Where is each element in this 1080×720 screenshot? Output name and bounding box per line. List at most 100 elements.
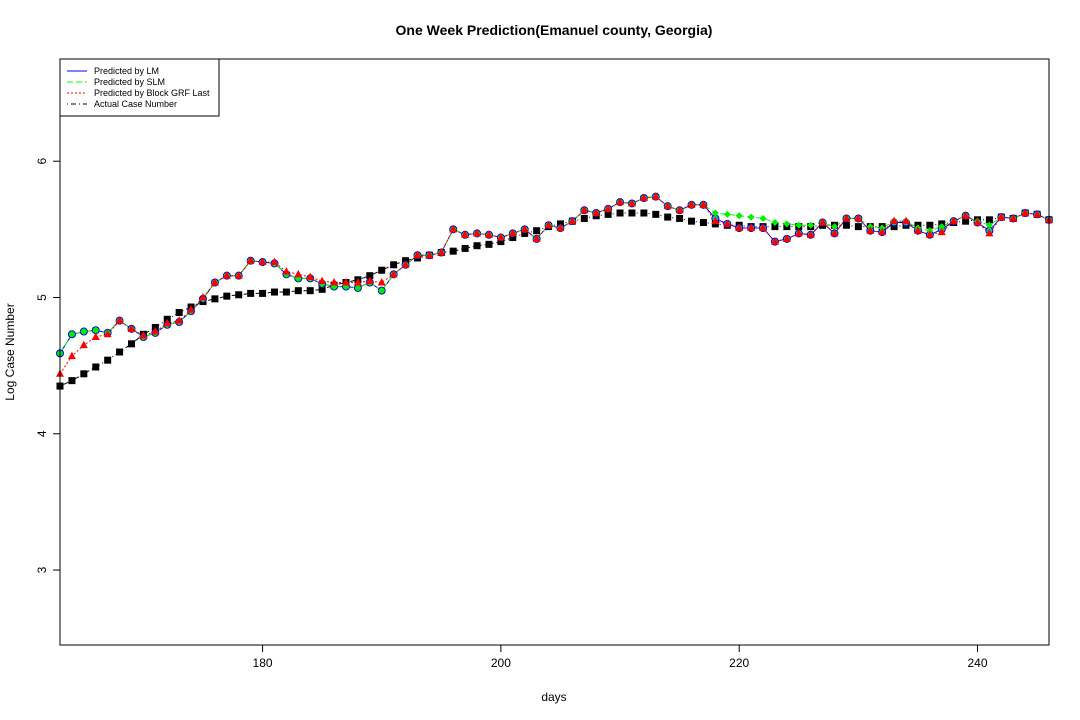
- data-point-actual: [378, 266, 386, 274]
- data-point-slm: [723, 210, 731, 218]
- data-point-grf: [282, 267, 291, 275]
- data-point-actual: [366, 272, 374, 280]
- data-point-actual: [771, 223, 779, 231]
- data-point-grf: [747, 223, 756, 231]
- data-point-grf: [258, 257, 267, 266]
- y-tick-label: 6: [35, 158, 49, 165]
- data-point-actual: [580, 214, 588, 222]
- data-point-grf: [365, 276, 374, 285]
- data-point-actual: [318, 285, 326, 293]
- data-point-actual: [604, 210, 612, 218]
- data-point-grf: [616, 197, 625, 206]
- data-point-actual: [306, 287, 314, 295]
- data-point-actual: [461, 244, 469, 252]
- data-point-grf: [401, 260, 410, 268]
- data-point-grf: [651, 192, 660, 200]
- data-point-grf: [127, 324, 136, 332]
- data-point-grf: [234, 271, 243, 279]
- data-point-actual: [985, 216, 993, 224]
- data-point-grf: [508, 228, 517, 237]
- data-point-grf: [770, 237, 779, 245]
- x-tick-label: 240: [967, 656, 987, 670]
- data-point-slm: [831, 223, 839, 231]
- data-point-actual: [688, 217, 696, 225]
- data-point-slm: [68, 330, 76, 338]
- data-point-grf: [246, 256, 255, 264]
- data-point-grf: [79, 340, 88, 349]
- data-point-actual: [676, 214, 684, 222]
- data-point-grf: [806, 230, 815, 238]
- data-point-grf: [580, 205, 589, 214]
- data-point-grf: [639, 193, 648, 202]
- data-point-grf: [187, 305, 196, 313]
- data-point-grf: [592, 208, 601, 216]
- data-point-grf: [890, 216, 899, 225]
- data-point-grf: [699, 200, 708, 208]
- data-point-actual: [533, 227, 541, 235]
- data-point-grf: [484, 230, 493, 238]
- x-tick-label: 180: [253, 656, 273, 670]
- data-point-grf: [794, 228, 803, 237]
- y-tick-label: 3: [35, 566, 49, 573]
- data-point-actual: [449, 247, 457, 255]
- data-point-actual: [854, 223, 862, 231]
- data-point-actual: [890, 223, 898, 231]
- data-point-slm: [759, 214, 767, 222]
- data-point-slm: [354, 284, 362, 292]
- data-point-actual: [175, 308, 183, 316]
- data-point-slm: [807, 221, 815, 229]
- data-point-actual: [223, 292, 231, 300]
- data-point-grf: [353, 277, 362, 286]
- data-point-grf: [854, 213, 863, 222]
- data-point-actual: [282, 288, 290, 296]
- data-point-grf: [91, 332, 100, 341]
- data-point-grf: [330, 277, 339, 286]
- data-point-grf: [985, 228, 994, 237]
- data-point-grf: [961, 211, 970, 219]
- data-point-grf: [913, 226, 922, 234]
- data-point-grf: [937, 227, 946, 236]
- data-point-grf: [520, 224, 529, 233]
- plot-series: [56, 192, 1053, 390]
- data-point-grf: [139, 331, 148, 339]
- data-point-grf: [568, 216, 577, 225]
- data-point-grf: [67, 351, 76, 360]
- y-tick-label: 4: [35, 430, 49, 437]
- data-point-actual: [616, 209, 624, 217]
- x-tick-label: 220: [729, 656, 749, 670]
- data-point-grf: [294, 269, 303, 278]
- data-point-grf: [925, 230, 934, 238]
- data-point-actual: [926, 221, 934, 229]
- data-point-actual: [652, 210, 660, 218]
- data-point-actual: [664, 213, 672, 221]
- data-point-actual: [485, 240, 493, 248]
- data-point-grf: [544, 220, 553, 229]
- legend-label-0: Predicted by LM: [94, 66, 159, 76]
- data-point-grf: [1033, 209, 1042, 218]
- legend-label-3: Actual Case Number: [94, 99, 177, 109]
- data-point-grf: [306, 272, 315, 281]
- data-point-grf: [759, 223, 768, 231]
- data-point-actual: [211, 295, 219, 303]
- data-point-grf: [377, 277, 386, 286]
- data-point-actual: [842, 221, 850, 229]
- x-tick-label: 200: [491, 656, 511, 670]
- data-point-grf: [663, 201, 672, 210]
- data-point-grf: [103, 329, 112, 338]
- data-point-actual: [270, 288, 278, 296]
- data-point-grf: [175, 316, 184, 324]
- data-point-grf: [782, 234, 791, 242]
- data-point-actual: [116, 348, 124, 356]
- data-point-grf: [687, 200, 696, 208]
- data-point-grf: [627, 198, 636, 207]
- data-point-slm: [783, 220, 791, 228]
- data-point-grf: [210, 277, 219, 286]
- data-point-actual: [699, 219, 707, 227]
- data-point-slm: [938, 223, 946, 231]
- data-point-grf: [1021, 208, 1030, 216]
- data-point-actual: [509, 234, 517, 242]
- data-point-grf: [532, 234, 541, 242]
- data-point-actual: [390, 261, 398, 269]
